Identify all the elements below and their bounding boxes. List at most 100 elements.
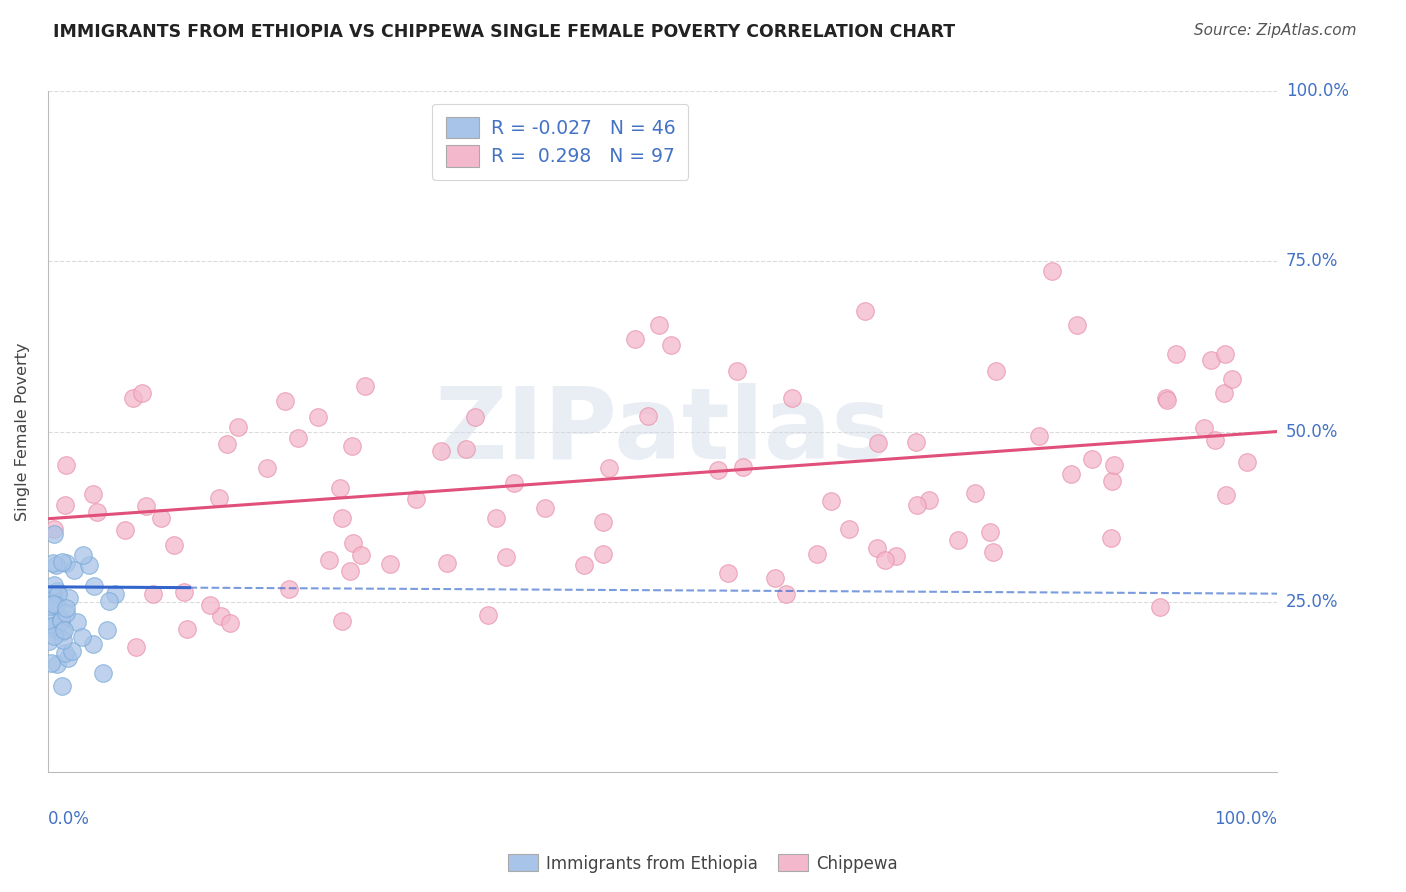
- Point: [114, 523, 136, 537]
- Point: [51, 678, 73, 692]
- Point: [77, 558, 100, 573]
- Point: [104, 587, 127, 601]
- Point: [733, 459, 755, 474]
- Point: [44, 522, 66, 536]
- Point: [45, 623, 67, 637]
- Point: [329, 481, 352, 495]
- Point: [45, 623, 67, 637]
- Point: [763, 571, 786, 585]
- Point: [430, 444, 453, 458]
- Point: [86, 504, 108, 518]
- Point: [65, 615, 87, 629]
- Point: [42, 556, 65, 570]
- Point: [340, 439, 363, 453]
- Point: [131, 386, 153, 401]
- Point: [41, 620, 63, 634]
- Point: [226, 419, 249, 434]
- Y-axis label: Single Female Poverty: Single Female Poverty: [15, 343, 30, 521]
- Point: [477, 608, 499, 623]
- Point: [948, 533, 970, 548]
- Point: [873, 553, 896, 567]
- Point: [287, 432, 309, 446]
- Point: [405, 492, 427, 507]
- Point: [91, 665, 114, 680]
- Text: 75.0%: 75.0%: [1286, 252, 1339, 270]
- Point: [55, 600, 77, 615]
- Point: [46, 586, 69, 600]
- Text: 100.0%: 100.0%: [1286, 82, 1348, 100]
- Point: [39, 656, 62, 670]
- Point: [41, 597, 63, 611]
- Point: [41, 619, 63, 633]
- Point: [378, 558, 401, 572]
- Point: [838, 522, 860, 536]
- Point: [176, 622, 198, 636]
- Point: [917, 493, 939, 508]
- Point: [1099, 531, 1122, 545]
- Point: [1060, 467, 1083, 482]
- Point: [38, 634, 60, 648]
- Point: [51, 624, 73, 639]
- Point: [436, 556, 458, 570]
- Point: [122, 391, 145, 405]
- Point: [853, 304, 876, 318]
- Text: 25.0%: 25.0%: [1286, 593, 1339, 611]
- Point: [905, 498, 928, 512]
- Point: [55, 458, 77, 473]
- Point: [886, 549, 908, 564]
- Point: [707, 463, 730, 477]
- Text: Source: ZipAtlas.com: Source: ZipAtlas.com: [1194, 23, 1357, 38]
- Text: IMMIGRANTS FROM ETHIOPIA VS CHIPPEWA SINGLE FEMALE POVERTY CORRELATION CHART: IMMIGRANTS FROM ETHIOPIA VS CHIPPEWA SIN…: [53, 23, 956, 41]
- Point: [820, 493, 842, 508]
- Point: [218, 615, 240, 630]
- Point: [55, 556, 77, 570]
- Point: [200, 598, 222, 612]
- Point: [456, 442, 478, 457]
- Point: [55, 606, 77, 620]
- Point: [485, 511, 508, 525]
- Point: [330, 615, 353, 629]
- Point: [42, 596, 65, 610]
- Point: [42, 578, 65, 592]
- Point: [318, 553, 340, 567]
- Point: [659, 338, 682, 352]
- Point: [979, 525, 1001, 540]
- Point: [44, 607, 66, 622]
- Point: [1028, 429, 1050, 443]
- Point: [1236, 455, 1258, 469]
- Point: [965, 486, 987, 500]
- Point: [983, 544, 1005, 558]
- Point: [44, 598, 66, 612]
- Point: [780, 391, 803, 405]
- Point: [53, 647, 76, 661]
- Point: [49, 614, 72, 628]
- Point: [82, 637, 104, 651]
- Point: [330, 511, 353, 525]
- Point: [1204, 434, 1226, 448]
- Point: [42, 619, 65, 633]
- Point: [984, 364, 1007, 378]
- Point: [1149, 600, 1171, 615]
- Point: [464, 409, 486, 424]
- Point: [39, 599, 62, 614]
- Point: [52, 623, 75, 637]
- Text: ZIPatlas: ZIPatlas: [434, 383, 891, 480]
- Point: [717, 566, 740, 580]
- Point: [647, 318, 669, 333]
- Point: [1201, 353, 1223, 368]
- Point: [70, 630, 93, 644]
- Point: [82, 487, 104, 501]
- Point: [502, 476, 524, 491]
- Point: [62, 563, 84, 577]
- Point: [1066, 318, 1088, 333]
- Point: [58, 591, 80, 606]
- Point: [905, 434, 928, 449]
- Point: [866, 541, 889, 555]
- Point: [83, 579, 105, 593]
- Point: [96, 623, 118, 637]
- Point: [150, 511, 173, 525]
- Point: [1220, 372, 1243, 386]
- Point: [125, 640, 148, 655]
- Point: [1081, 451, 1104, 466]
- Point: [349, 548, 371, 562]
